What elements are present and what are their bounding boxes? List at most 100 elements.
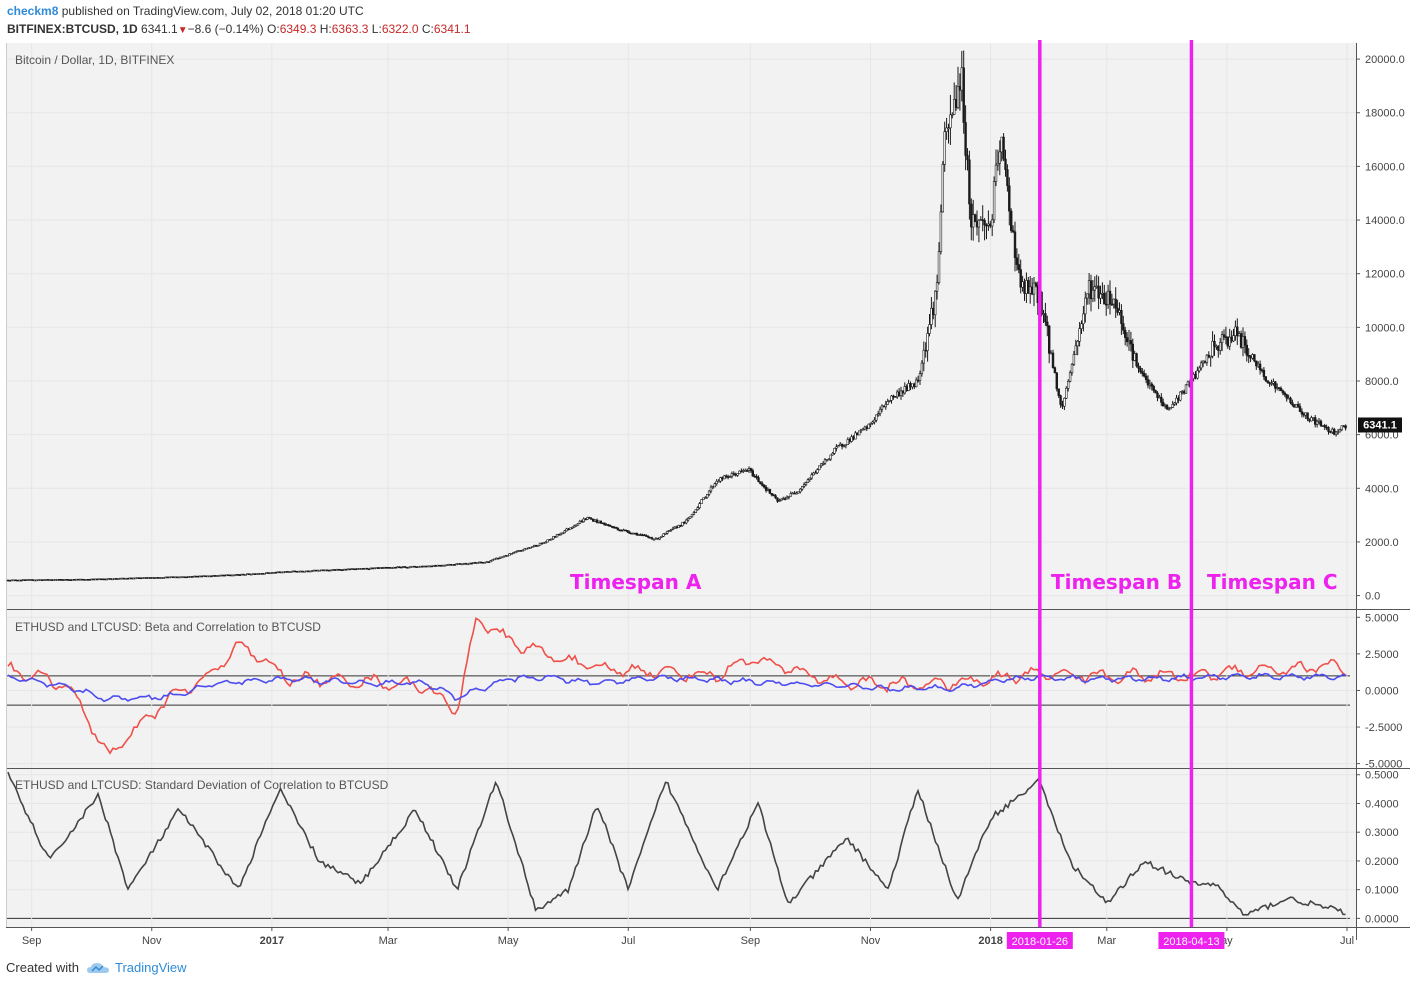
price-candle bbox=[1219, 338, 1222, 355]
price-candle bbox=[417, 566, 420, 568]
price-candle bbox=[117, 578, 120, 580]
price-candle bbox=[1285, 393, 1288, 402]
price-candle bbox=[669, 528, 673, 532]
price-candle bbox=[42, 579, 46, 581]
price-candle bbox=[1152, 384, 1155, 393]
price-candle bbox=[1243, 331, 1247, 354]
price-candle bbox=[886, 398, 889, 405]
price-candle bbox=[58, 579, 61, 581]
price-candle bbox=[609, 524, 612, 527]
price-candle bbox=[324, 569, 327, 572]
price-candle bbox=[1019, 259, 1022, 294]
x-axis: Sep Nov 2017 Mar May Jul Sep Nov 2018 Mar ay Jul bbox=[22, 927, 1354, 947]
price-candle bbox=[751, 468, 755, 477]
price-candle bbox=[1084, 291, 1087, 323]
price-candle bbox=[407, 566, 411, 569]
price-candle bbox=[1097, 276, 1100, 310]
price-candle bbox=[403, 566, 407, 568]
price-candle bbox=[749, 467, 753, 473]
grid-lines bbox=[6, 43, 1356, 927]
price-candle bbox=[1295, 404, 1298, 408]
price-candle bbox=[75, 578, 78, 581]
author-link[interactable]: checkm8 bbox=[7, 4, 59, 18]
price-candle bbox=[603, 522, 606, 526]
price-candle bbox=[320, 569, 323, 572]
price-candle bbox=[291, 570, 295, 573]
price-candle bbox=[137, 577, 141, 579]
price-candle bbox=[1093, 276, 1097, 302]
price-candle bbox=[1264, 376, 1268, 383]
price-candle bbox=[322, 569, 325, 572]
price-candle bbox=[996, 149, 1000, 171]
price-candle bbox=[415, 566, 418, 568]
price-candle bbox=[937, 242, 941, 285]
price-candle bbox=[681, 521, 684, 527]
price-candle bbox=[409, 566, 412, 568]
price-candle bbox=[54, 579, 57, 581]
price-series bbox=[6, 50, 1347, 582]
price-candle bbox=[130, 577, 133, 580]
y-tick-label: 0.3000 bbox=[1365, 827, 1399, 839]
price-candle bbox=[588, 516, 591, 519]
price-candle bbox=[1255, 360, 1258, 370]
tradingview-link[interactable]: TradingView bbox=[114, 960, 187, 975]
price-candle bbox=[685, 518, 688, 525]
tradingview-cloud-icon[interactable] bbox=[86, 962, 109, 974]
price-candle bbox=[776, 497, 779, 503]
price-candle bbox=[1051, 349, 1055, 369]
price-candle bbox=[1044, 302, 1047, 326]
price-candle bbox=[555, 533, 559, 538]
price-candle bbox=[582, 517, 585, 523]
price-candle bbox=[1143, 369, 1146, 378]
price-candle bbox=[329, 569, 333, 572]
price-candle bbox=[253, 573, 257, 575]
price-candle bbox=[1137, 362, 1140, 373]
chart-svg[interactable]: 20000.0 18000.0 16000.0 14000.0 12000.0 10000… bbox=[0, 40, 1414, 952]
price-candle bbox=[287, 571, 291, 573]
price-candle bbox=[103, 578, 107, 581]
price-candle bbox=[928, 314, 931, 337]
price-candle bbox=[977, 219, 981, 243]
price-candle bbox=[1283, 391, 1287, 397]
price-candle bbox=[381, 567, 384, 569]
price-candle bbox=[231, 574, 234, 577]
marker-date-label: 2018-01-26 bbox=[1012, 936, 1068, 948]
price-candle bbox=[1279, 386, 1283, 392]
price-candle bbox=[109, 578, 112, 580]
last-price-tag: 6341.1 bbox=[1358, 417, 1402, 433]
price-candle bbox=[797, 491, 800, 494]
price-candle bbox=[453, 563, 456, 566]
price-candle bbox=[591, 518, 595, 522]
y-tick-label: 0.2000 bbox=[1365, 856, 1399, 868]
price-candle bbox=[202, 575, 205, 578]
price-candle bbox=[1013, 221, 1017, 272]
price-candle bbox=[379, 567, 382, 569]
price-candle bbox=[8, 579, 12, 582]
price-candle bbox=[546, 539, 549, 543]
price-candle bbox=[770, 492, 774, 497]
price-candle bbox=[441, 564, 445, 567]
price-candle bbox=[107, 578, 110, 580]
price-candle bbox=[723, 474, 726, 480]
y-tick-label: -5.0000 bbox=[1365, 759, 1402, 771]
price-candle bbox=[210, 575, 213, 578]
price-candle bbox=[337, 568, 340, 571]
price-candle bbox=[1340, 425, 1344, 432]
x-tick-label: 2017 bbox=[260, 935, 284, 947]
price-candle bbox=[576, 523, 580, 526]
price-candle bbox=[880, 404, 884, 413]
price-candle bbox=[394, 566, 397, 569]
price-candle bbox=[1239, 330, 1243, 349]
price-candle bbox=[118, 577, 122, 580]
price-candle bbox=[704, 496, 707, 499]
y-tick-label: 0.0000 bbox=[1365, 913, 1399, 925]
beta-panel[interactable] bbox=[6, 610, 1356, 768]
price-panel[interactable] bbox=[6, 43, 1356, 609]
price-candle bbox=[358, 568, 361, 570]
price-candle bbox=[1209, 355, 1212, 367]
price-candle bbox=[764, 485, 768, 493]
price-candle bbox=[1314, 414, 1317, 428]
stddev-panel[interactable] bbox=[6, 769, 1356, 927]
price-candle bbox=[1298, 403, 1302, 412]
price-candle bbox=[1200, 360, 1203, 371]
